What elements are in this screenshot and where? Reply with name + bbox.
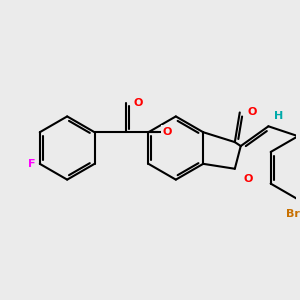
- Text: O: O: [244, 174, 253, 184]
- Text: O: O: [133, 98, 143, 108]
- Text: Br: Br: [286, 209, 300, 219]
- Text: O: O: [163, 127, 172, 137]
- Text: F: F: [28, 159, 36, 169]
- Text: H: H: [274, 111, 283, 122]
- Text: O: O: [248, 107, 257, 118]
